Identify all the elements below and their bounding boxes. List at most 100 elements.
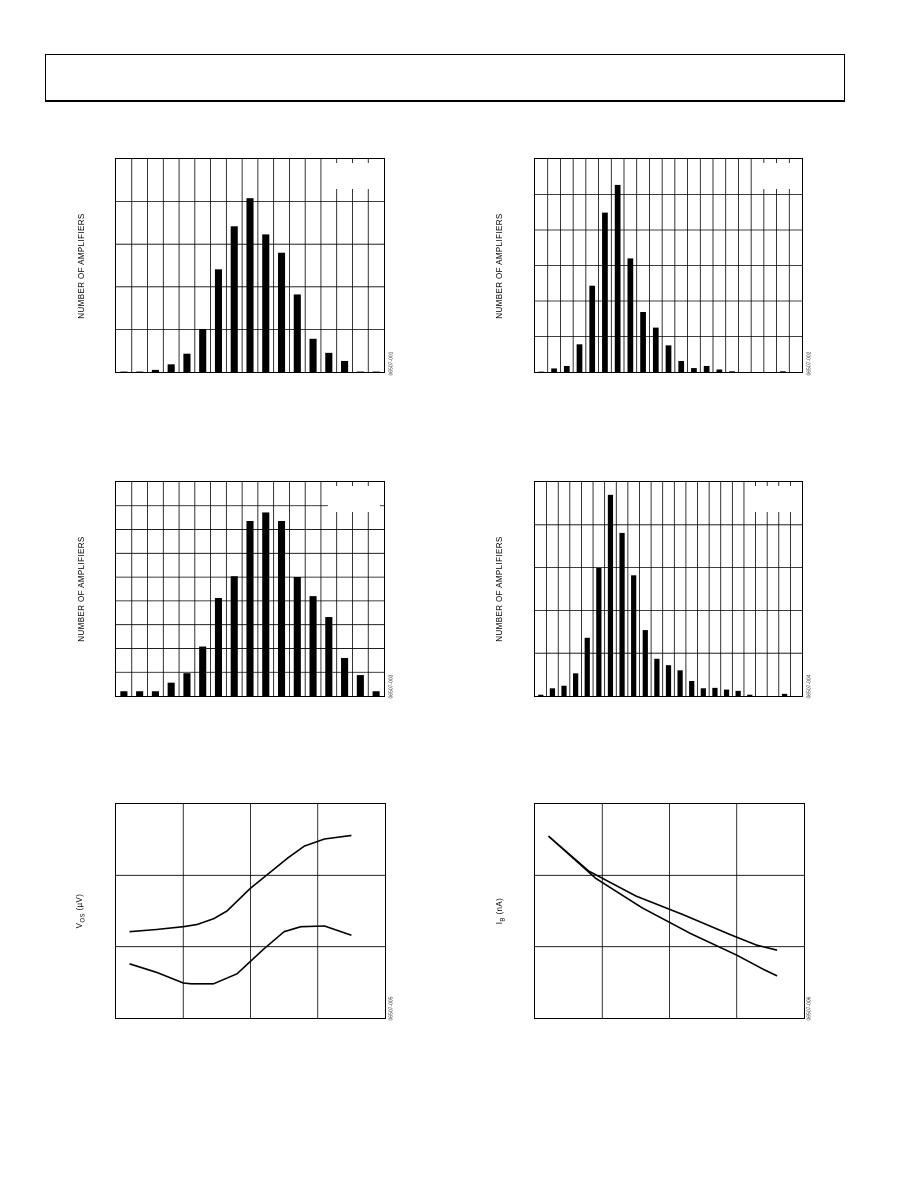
histogram-bar [262,234,270,372]
legend-box [328,486,380,512]
histogram-bar [246,198,254,372]
histogram-bar [199,646,207,696]
y-axis-label: NUMBER OF AMPLIFIERS [495,536,504,642]
histogram-plot-area [534,481,803,697]
histogram-bar [602,212,608,372]
histogram-bar [729,371,735,372]
series-line [547,835,778,951]
y-axis-label: NUMBER OF AMPLIFIERS [77,213,86,319]
histogram-bar [654,658,660,696]
histogram-bar [642,630,648,696]
series-line [129,834,352,933]
y-axis-label-sub: OS [80,913,87,923]
figure-code: 06507-004 [806,674,813,699]
y-axis-label: NUMBER OF AMPLIFIERS [495,213,504,319]
histogram-bar [735,690,741,696]
histogram-bar [589,285,596,372]
histogram-bar [167,682,175,696]
histogram-bar [246,520,254,696]
histogram-bar [183,673,191,696]
histogram-chart [535,159,802,372]
histogram-bar [652,327,659,372]
histogram-plot-area [534,158,803,373]
y-axis-label-unit: (µV) [75,893,84,911]
line-chart [535,804,804,1018]
histogram-bar [214,598,223,696]
y-axis-label-sub: B [500,917,507,922]
histogram-bar [199,328,207,372]
histogram-bar [712,687,718,696]
histogram-chart [535,482,802,696]
histogram-bar [627,258,634,372]
histogram-bar [136,691,144,696]
legend-box [754,486,798,512]
y-axis-label: NUMBER OF AMPLIFIERS [77,536,86,642]
histogram-bar [584,637,590,696]
line-chart [116,804,385,1018]
histogram-bar [691,368,697,372]
legend-box [754,163,798,189]
histogram-bar [214,269,223,372]
histogram-bar [325,352,333,372]
histogram-bar [341,360,349,372]
histogram-bar [538,694,544,696]
histogram-bar [277,520,286,696]
histogram-bar [703,365,710,372]
page-header-box [45,54,845,102]
histogram-bar [561,685,567,696]
histogram-bar [551,368,557,372]
histogram-bar [689,681,695,696]
histogram-bar [293,577,301,696]
histogram-bar [309,338,317,372]
histogram-bar [640,312,646,372]
histogram-bar [781,693,788,696]
figure-code: 06507-003 [388,674,395,699]
histogram-bar [309,596,317,696]
histogram-bar [665,665,672,696]
histogram-bar [596,567,602,696]
figure-code: 06507-001 [388,351,395,376]
y-axis-label: IB (nA) [495,866,507,956]
histogram-bar [151,369,159,372]
histogram-bar [700,688,706,696]
histogram-bar [614,184,621,372]
histogram-chart [116,482,384,696]
histogram-bar [780,371,786,372]
histogram-bar [677,670,683,696]
histogram-bar [230,226,238,372]
histogram-plot-area [115,158,385,373]
figure-code: 06507-002 [806,351,813,376]
series-line [129,925,352,985]
histogram-bar [631,575,637,696]
histogram-bar [573,673,579,696]
histogram-bar [277,252,286,372]
histogram-bar [183,353,191,372]
figure-code: 06507-006 [806,996,813,1021]
histogram-bar [563,365,570,372]
y-axis-label: VOS (µV) [75,866,87,956]
histogram-bar [747,694,753,696]
y-axis-label-main: V [75,922,84,929]
legend-box [336,163,380,189]
histogram-bar [356,675,364,696]
series-line [547,835,778,977]
histogram-bar [167,364,175,372]
histogram-bar [619,532,625,696]
histogram-bar [325,617,333,696]
y-axis-label-unit: (nA) [495,897,504,915]
histogram-bar [262,512,270,696]
histogram-bar [372,691,380,696]
line-plot-area [534,803,805,1019]
histogram-bar [665,345,672,372]
histogram-bar [549,688,556,696]
histogram-bar [120,691,128,696]
histogram-bar [607,494,614,696]
histogram-plot-area [115,481,385,697]
histogram-bar [230,576,238,696]
figure-code: 06507-005 [388,996,395,1021]
histogram-bar [151,691,159,696]
histogram-bar [576,344,583,372]
histogram-chart [116,159,384,372]
histogram-bar [678,360,685,372]
histogram-bar [293,294,301,372]
